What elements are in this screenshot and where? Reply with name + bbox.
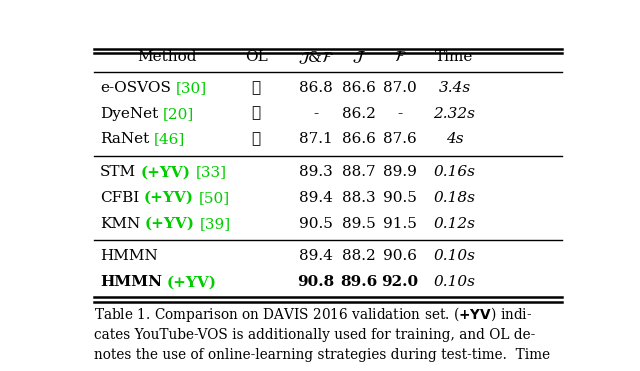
Text: (+YV): (+YV) (145, 217, 195, 231)
Text: 91.5: 91.5 (383, 217, 417, 231)
Text: e-OSVOS: e-OSVOS (100, 81, 171, 95)
Text: 88.2: 88.2 (342, 249, 376, 263)
Text: Time: Time (435, 50, 474, 65)
Text: 87.1: 87.1 (299, 132, 332, 147)
Text: 89.4: 89.4 (299, 249, 333, 263)
Text: 4s: 4s (445, 132, 463, 147)
Text: 0.10s: 0.10s (433, 275, 476, 289)
Text: 87.6: 87.6 (383, 132, 417, 147)
Text: [20]: [20] (163, 106, 194, 121)
Text: (+YV): (+YV) (166, 275, 217, 289)
Text: (+YV): (+YV) (141, 165, 191, 179)
Text: 88.7: 88.7 (342, 165, 376, 179)
Text: 90.5: 90.5 (299, 217, 333, 231)
Text: [50]: [50] (199, 191, 230, 205)
Text: 0.10s: 0.10s (433, 249, 476, 263)
Text: 88.3: 88.3 (342, 191, 376, 205)
Text: RaNet: RaNet (100, 132, 149, 147)
Text: 2.32s: 2.32s (433, 106, 476, 121)
Text: ✓: ✓ (252, 81, 260, 95)
Text: [39]: [39] (200, 217, 231, 231)
Text: 90.8: 90.8 (297, 275, 334, 289)
Text: 86.2: 86.2 (342, 106, 376, 121)
Text: HMMN: HMMN (100, 275, 162, 289)
Text: DyeNet: DyeNet (100, 106, 158, 121)
Text: ✓: ✓ (252, 132, 260, 147)
Text: 90.5: 90.5 (383, 191, 417, 205)
Text: CFBI: CFBI (100, 191, 139, 205)
Text: [46]: [46] (154, 132, 185, 147)
Text: cates YouTube-VOS is additionally used for training, and OL de-: cates YouTube-VOS is additionally used f… (94, 328, 535, 342)
Text: 89.9: 89.9 (383, 165, 417, 179)
Text: Method: Method (137, 50, 196, 65)
Text: 87.0: 87.0 (383, 81, 417, 95)
Text: 89.6: 89.6 (340, 275, 378, 289)
Text: 86.6: 86.6 (342, 81, 376, 95)
Text: 89.4: 89.4 (299, 191, 333, 205)
Text: KMN: KMN (100, 217, 140, 231)
Text: $\mathcal{J}$&$\mathcal{F}$: $\mathcal{J}$&$\mathcal{F}$ (298, 49, 333, 66)
Text: $\mathcal{F}$: $\mathcal{F}$ (394, 50, 406, 65)
Text: 89.5: 89.5 (342, 217, 376, 231)
Text: -: - (397, 106, 403, 121)
Text: ✓: ✓ (252, 106, 260, 121)
Text: 92.0: 92.0 (381, 275, 419, 289)
Text: 86.6: 86.6 (342, 132, 376, 147)
Text: [30]: [30] (175, 81, 207, 95)
Text: HMMN: HMMN (100, 249, 157, 263)
Text: notes the use of online-learning strategies during test-time.  Time: notes the use of online-learning strateg… (94, 348, 550, 362)
Text: 89.3: 89.3 (299, 165, 332, 179)
Text: STM: STM (100, 165, 136, 179)
Text: 0.16s: 0.16s (433, 165, 476, 179)
Text: $\mathcal{J}$: $\mathcal{J}$ (352, 49, 366, 65)
Text: -: - (313, 106, 318, 121)
Text: 0.12s: 0.12s (433, 217, 476, 231)
Text: 0.18s: 0.18s (433, 191, 476, 205)
Text: (+YV): (+YV) (144, 191, 194, 205)
Text: OL: OL (244, 50, 268, 65)
Text: 86.8: 86.8 (299, 81, 332, 95)
Text: 3.4s: 3.4s (438, 81, 470, 95)
Text: [33]: [33] (196, 165, 227, 179)
Text: 90.6: 90.6 (383, 249, 417, 263)
Text: Table 1. Comparison on DAVIS 2016 validation set. ($\mathbf{+YV}$) indi-: Table 1. Comparison on DAVIS 2016 valida… (94, 305, 532, 324)
